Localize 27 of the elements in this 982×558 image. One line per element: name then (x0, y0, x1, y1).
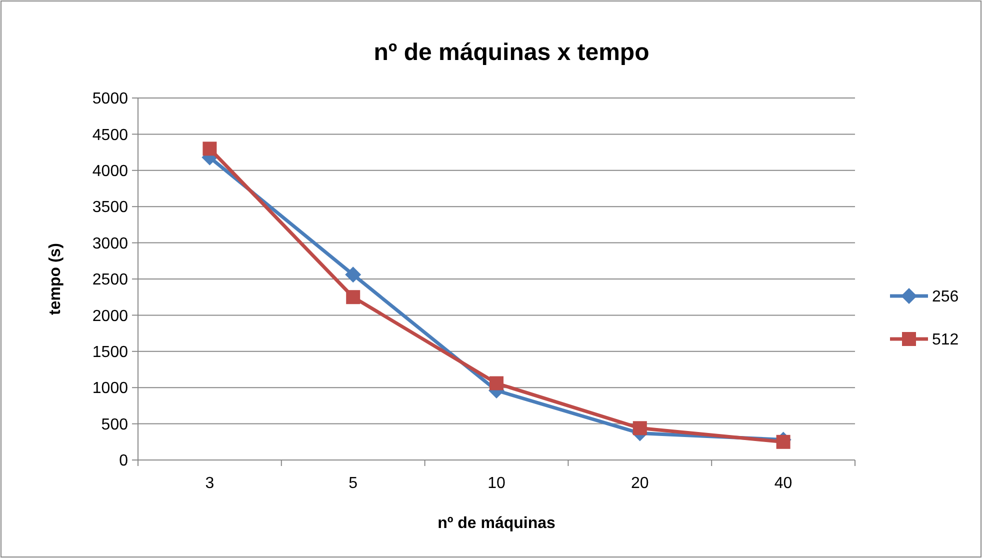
legend-label: 512 (932, 332, 959, 349)
point (345, 266, 362, 283)
y-tick-label: 0 (119, 452, 128, 470)
x-axis-title: nº de máquinas (438, 515, 556, 532)
y-tick-label: 500 (101, 416, 128, 434)
y-tick-label: 1000 (92, 380, 128, 398)
y-tick-label: 4000 (92, 163, 128, 180)
y-tick-label: 2500 (92, 272, 128, 289)
point (632, 421, 647, 436)
point (776, 434, 790, 449)
y-tick-label: 1500 (92, 344, 128, 361)
y-tick-label: 5000 (92, 90, 128, 108)
y-tick-label: 3500 (92, 199, 128, 216)
chart-title: nº de máquinas x tempo (374, 39, 650, 66)
x-tick-label: 3 (205, 475, 214, 492)
legend-label: 256 (932, 288, 959, 306)
y-tick-label: 4500 (92, 126, 128, 144)
y-tick-label: 2000 (92, 308, 128, 325)
x-tick-label: 20 (631, 475, 649, 492)
y-axis-title: tempo (s) (47, 243, 64, 315)
y-tick-label: 3000 (92, 235, 128, 252)
point (202, 142, 217, 156)
x-tick-label: 40 (774, 475, 792, 492)
point (346, 290, 360, 304)
point (490, 376, 504, 390)
x-tick-label: 10 (488, 475, 506, 492)
x-tick-label: 5 (348, 475, 358, 492)
